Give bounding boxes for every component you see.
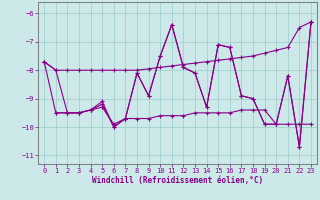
X-axis label: Windchill (Refroidissement éolien,°C): Windchill (Refroidissement éolien,°C) xyxy=(92,176,263,185)
